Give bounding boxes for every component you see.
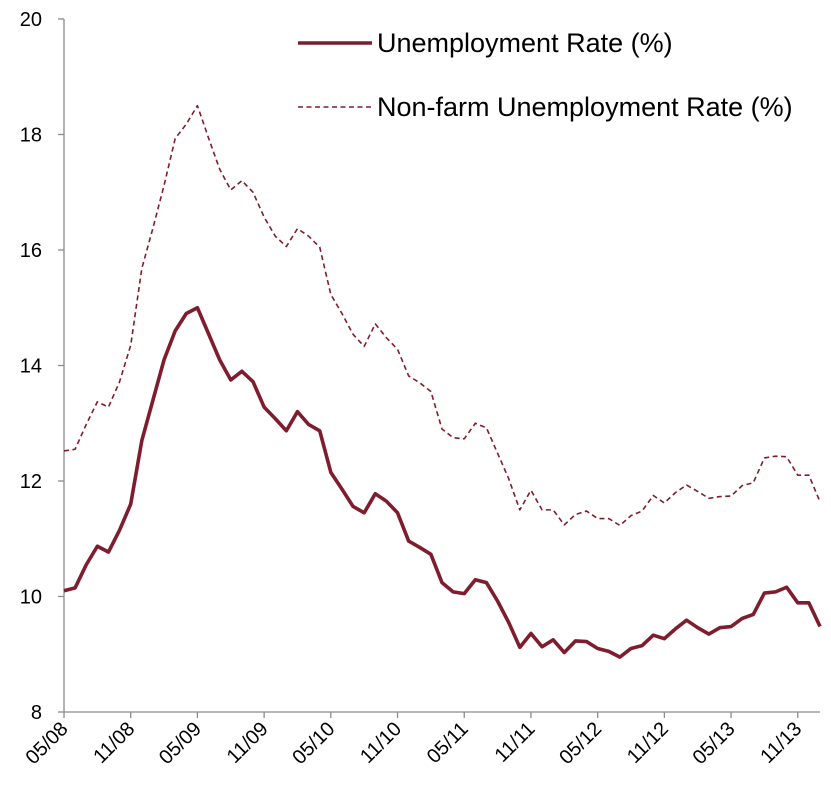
- x-tick-label: 11/13: [756, 718, 806, 768]
- x-tick-label: 11/09: [223, 718, 273, 768]
- y-tick-label: 14: [20, 356, 42, 378]
- x-tick-label: 05/09: [155, 718, 206, 769]
- legend-label: Non-farm Unemployment Rate (%): [377, 92, 793, 122]
- series-line-nonfarm: [63, 104, 821, 527]
- y-tick-label: 8: [31, 702, 42, 724]
- y-axis-ticks: 8 10 12 14 16 18 20: [20, 9, 64, 724]
- legend: Unemployment Rate (%) Non-farm Unemployme…: [298, 28, 793, 122]
- chart-axes: [63, 19, 820, 713]
- y-tick-label: 10: [20, 587, 42, 609]
- legend-label: Unemployment Rate (%): [377, 28, 673, 58]
- y-tick-label: 20: [20, 9, 42, 31]
- x-tick-label: 11/10: [356, 718, 406, 768]
- x-axis-ticks: 05/08 11/08 05/09 11/09 05/10 11/10 05/11 11/11…: [22, 712, 806, 769]
- x-tick-label: 11/08: [89, 718, 139, 768]
- x-tick-label: 11/11: [491, 718, 540, 767]
- y-tick-label: 12: [20, 471, 42, 493]
- x-tick-label: 05/11: [423, 718, 473, 768]
- series-line-unemployment: [63, 305, 822, 659]
- y-tick-label: 18: [20, 125, 42, 147]
- x-tick-label: 05/08: [22, 718, 73, 769]
- x-tick-label: 11/12: [623, 718, 673, 768]
- x-tick-label: 05/10: [288, 718, 339, 769]
- x-tick-label: 05/12: [555, 718, 606, 769]
- x-tick-label: 05/13: [689, 718, 740, 769]
- y-tick-label: 16: [20, 240, 42, 262]
- series-layer: [63, 104, 822, 659]
